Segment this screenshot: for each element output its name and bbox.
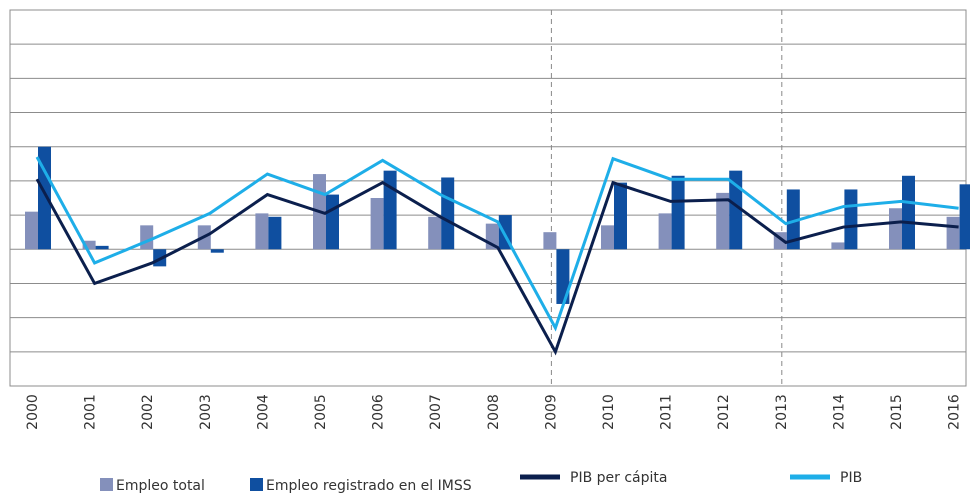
bar xyxy=(658,213,672,250)
bar xyxy=(370,198,384,250)
bar xyxy=(786,189,800,250)
bar xyxy=(716,192,730,250)
x-tick-label: 2003 xyxy=(198,394,214,430)
x-tick-label: 2004 xyxy=(255,394,271,430)
bar xyxy=(95,245,109,250)
legend-label: Empleo total xyxy=(116,478,205,494)
x-tick-label: 2007 xyxy=(428,394,444,430)
x-tick-label: 2002 xyxy=(140,394,156,430)
legend-label: Empleo registrado en el IMSS xyxy=(266,478,472,494)
plot-frame xyxy=(9,9,967,387)
x-tick-label: 2011 xyxy=(659,394,675,430)
bar xyxy=(729,170,743,250)
bar xyxy=(889,208,902,250)
x-tick-label: 2013 xyxy=(774,394,790,430)
legend-label: PIB per cápita xyxy=(570,470,667,486)
x-tick-label: 2001 xyxy=(83,394,99,430)
legend-swatch xyxy=(250,478,263,491)
x-tick-label: 2012 xyxy=(716,394,732,430)
bar xyxy=(38,146,51,250)
bar xyxy=(210,249,224,253)
bar xyxy=(383,170,397,250)
bar xyxy=(543,232,557,250)
x-tick-label: 2005 xyxy=(313,394,329,430)
x-tick-label: 2016 xyxy=(947,394,963,430)
legend-label: PIB xyxy=(840,470,862,486)
bar xyxy=(25,211,38,250)
bar xyxy=(326,194,339,250)
line xyxy=(35,178,959,356)
x-tick-label: 2010 xyxy=(601,394,617,430)
bar xyxy=(902,175,915,250)
x-tick-label: 2006 xyxy=(371,394,387,430)
bar xyxy=(671,175,685,250)
bar xyxy=(614,182,627,250)
bar xyxy=(844,189,858,250)
bar xyxy=(441,177,455,250)
bar xyxy=(255,213,269,250)
x-tick-label: 2015 xyxy=(889,394,905,430)
bar xyxy=(428,216,442,250)
bar xyxy=(140,225,154,250)
bar xyxy=(556,249,570,304)
x-tick-label: 2008 xyxy=(486,394,502,430)
legend-swatch xyxy=(100,478,113,491)
bar xyxy=(831,242,845,250)
line xyxy=(35,156,959,332)
bar xyxy=(268,216,282,250)
bar xyxy=(946,216,960,250)
bar xyxy=(959,184,970,250)
bar xyxy=(82,240,96,250)
x-tick-label: 2014 xyxy=(831,394,847,430)
bar xyxy=(601,225,614,250)
x-tick-label: 2000 xyxy=(25,394,41,430)
x-tick-label: 2009 xyxy=(543,394,559,430)
